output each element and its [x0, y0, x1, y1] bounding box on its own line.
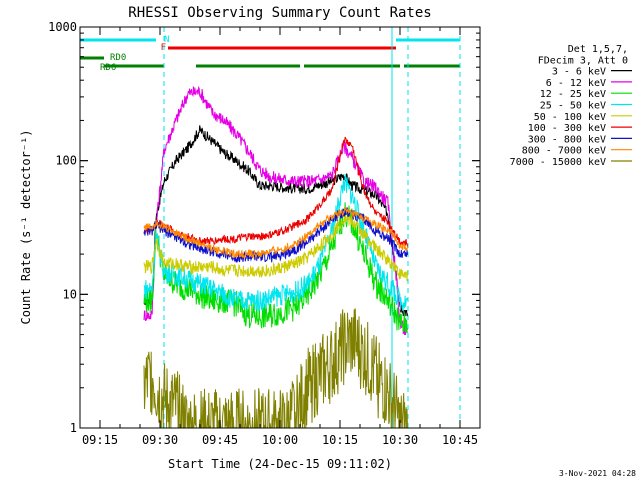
legend-header: Det 1,5,7, — [568, 44, 628, 55]
flag-label-rd0: RD0 — [110, 53, 126, 63]
y-tick-label: 10 — [63, 287, 77, 301]
series-line-8 — [143, 308, 408, 428]
y-tick-label: 1000 — [48, 20, 77, 34]
x-tick-label: 10:30 — [382, 433, 418, 447]
legend-entry-label: 800 - 7000 keV — [522, 146, 606, 157]
y-tick-label: 100 — [55, 154, 77, 168]
series-line-2 — [143, 202, 408, 334]
legend-entry-label: 25 - 50 keV — [540, 101, 606, 112]
legend-entry-label: 7000 - 15000 keV — [510, 157, 606, 168]
x-tick-label: 10:15 — [322, 433, 358, 447]
legend-header: FDecim 3, Att 0 — [538, 55, 628, 66]
flag-label-f: F — [161, 43, 166, 53]
series-line-4 — [143, 212, 408, 282]
series-line-1 — [143, 85, 408, 336]
x-tick-label: 09:15 — [82, 433, 118, 447]
series-line-7 — [143, 207, 408, 260]
y-axis-label: Count Rate (s⁻¹ detector⁻¹) — [19, 129, 33, 324]
series-line-5 — [143, 136, 408, 247]
legend-entry-label: 3 - 6 keV — [552, 67, 606, 78]
legend-entry-label: 300 - 800 keV — [528, 134, 606, 145]
x-tick-label: 09:30 — [142, 433, 178, 447]
x-axis-label: Start Time (24-Dec-15 09:11:02) — [168, 457, 392, 471]
flag-label-rd6: RD6 — [100, 63, 116, 73]
x-tick-label: 09:45 — [202, 433, 238, 447]
series-line-3 — [143, 173, 408, 312]
legend-entry-label: 100 - 300 keV — [528, 123, 606, 134]
x-tick-label: 10:00 — [262, 433, 298, 447]
legend-entry-label: 6 - 12 keV — [546, 78, 606, 89]
chart-title: RHESSI Observing Summary Count Rates — [128, 5, 431, 21]
legend-entry-label: 12 - 25 keV — [540, 89, 606, 100]
x-tick-label: 10:45 — [442, 433, 478, 447]
legend-entry-label: 50 - 100 keV — [534, 112, 606, 123]
flag-label-n: N — [164, 35, 169, 45]
footer-timestamp: 3-Nov-2021 04:28 — [559, 469, 636, 478]
y-tick-label: 1 — [70, 421, 77, 435]
